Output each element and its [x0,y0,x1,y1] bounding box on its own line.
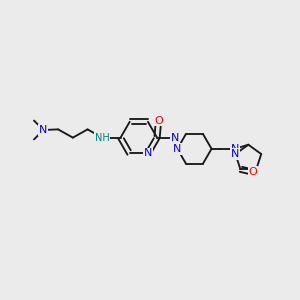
Text: N: N [144,148,152,158]
Text: N: N [171,133,179,142]
Text: NH: NH [95,133,110,142]
Text: O: O [154,116,163,126]
Text: N: N [231,144,239,154]
Text: O: O [248,167,257,177]
Text: N: N [231,149,240,159]
Text: N: N [39,125,48,135]
Text: N: N [173,144,182,154]
